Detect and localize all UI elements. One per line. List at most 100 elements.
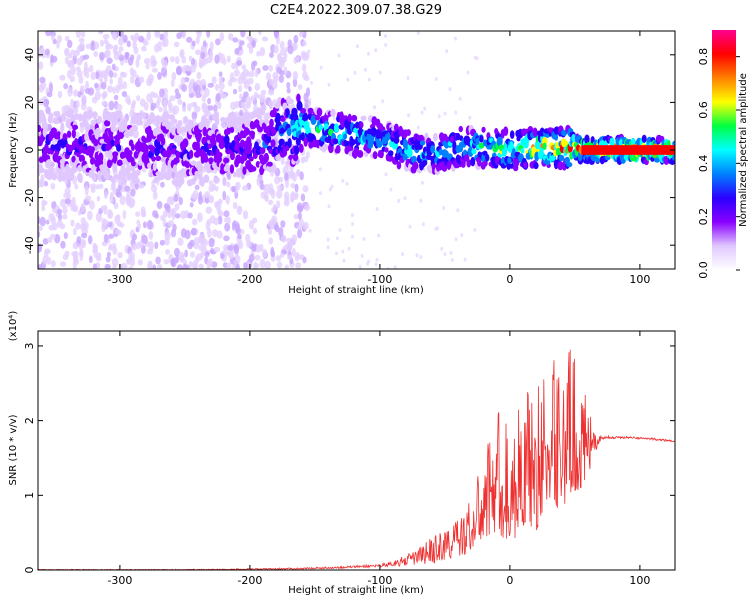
spectrogram-noise-point: [277, 176, 284, 183]
spectrogram-noise-point: [264, 260, 271, 269]
spectrogram-noise-point: [137, 223, 142, 229]
spectrogram-noise-point: [226, 250, 231, 257]
spectrogram-noise-point: [146, 219, 154, 230]
spectrogram-noise-point: [377, 233, 381, 238]
spectrogram-cell: [202, 126, 208, 137]
spectrogram-noise-point: [222, 58, 227, 66]
spectrogram-cell: [270, 126, 277, 136]
spectrogram-noise-point: [238, 44, 243, 51]
spectrogram-noise-point: [375, 207, 379, 212]
spectrogram-noise-point: [59, 74, 66, 81]
spectrogram-noise-point: [162, 59, 168, 69]
spectrogram-noise-point: [70, 98, 75, 108]
spectrogram-cell: [112, 165, 118, 173]
spectrogram-cell: [111, 118, 117, 128]
spectrogram-noise-point: [393, 264, 397, 269]
spectrogram-noise-point: [191, 40, 196, 47]
spectrogram-noise-point: [275, 255, 282, 262]
spectrogram-noise-point: [234, 190, 239, 199]
spectrogram-cell: [152, 162, 157, 172]
spectrogram-noise-point: [307, 49, 311, 54]
spectrogram-cell: [248, 156, 254, 162]
spectrogram-cell: [131, 124, 138, 132]
spectrogram-cell: [110, 176, 116, 183]
spectrogram-noise-point: [276, 184, 283, 191]
spectrogram-cell: [300, 107, 307, 114]
spectrogram-noise-point: [295, 56, 300, 62]
spectrogram-noise-point: [341, 178, 345, 183]
spectrogram-noise-point: [118, 31, 124, 38]
spectrogram-noise-point: [126, 258, 130, 264]
spectrogram-noise-point: [170, 258, 177, 268]
spectrogram-noise-point: [194, 184, 200, 191]
spectrogram-noise-point: [278, 227, 284, 237]
spectrogram-noise-point: [171, 210, 176, 221]
spectrogram-noise-point: [241, 95, 247, 103]
spectrogram-ridge-cell: [660, 145, 663, 155]
spectrogram-noise-point: [230, 77, 238, 83]
spectrogram-noise-point: [295, 252, 300, 259]
spectrogram-noise-point: [442, 205, 446, 210]
spectrogram-noise-point: [181, 31, 187, 39]
spectrogram-noise-point: [326, 245, 330, 250]
spectrogram-ridge-cell: [613, 145, 617, 155]
spectrogram-noise-point: [287, 45, 294, 55]
snr-panel: -300 -200 -100 0 100 0 1 2 3 Height of straight …: [8, 311, 676, 596]
spectrogram-ridge-cell: [649, 145, 652, 155]
spectrogram-noise-point: [205, 206, 213, 214]
spectrogram-noise-point: [269, 51, 274, 59]
spectrogram-noise-point: [232, 201, 238, 210]
spectrogram-cell: [335, 144, 341, 154]
spectrogram-cell: [384, 147, 389, 153]
spectrogram-noise-point: [190, 101, 197, 108]
spectrogram-cell: [179, 176, 185, 185]
spectrogram-noise-point: [213, 217, 220, 226]
spectrogram-noise-point: [163, 31, 169, 39]
spectrogram-noise-point: [248, 254, 255, 262]
spectrogram-noise-point: [74, 184, 79, 190]
spectrogram-cell: [296, 101, 303, 111]
spectrogram-noise-point: [308, 97, 312, 102]
spectrogram-cell: [150, 113, 155, 121]
spectrogram-noise-point: [78, 37, 85, 43]
spectrogram-noise-point: [112, 246, 118, 255]
spectrogram-noise-point: [89, 64, 94, 73]
spectrogram-noise-point: [112, 86, 116, 95]
spectrogram-noise-point: [300, 156, 305, 164]
spectrogram-noise-point: [50, 260, 56, 268]
spectrogram-cell: [116, 159, 124, 166]
spectrogram-cell: [151, 156, 156, 162]
spectrogram-ridge-cell: [664, 145, 667, 155]
spectrogram-cell: [566, 162, 573, 168]
spectrogram-noise-point: [126, 40, 131, 48]
spectrogram-cell: [71, 155, 76, 163]
spectrogram-noise-point: [98, 183, 104, 190]
spectrogram-noise-point: [38, 244, 42, 251]
spectrogram-noise-point: [268, 237, 274, 245]
spectrogram-noise-point: [221, 93, 227, 99]
spectrogram-noise-point: [434, 77, 438, 82]
spectrogram-noise-point: [60, 240, 66, 249]
spectrogram-ridge-cell: [634, 145, 637, 155]
spectrogram-ridge-cell: [604, 145, 607, 155]
spectrogram-noise-point: [259, 258, 266, 269]
spectrogram-cell: [280, 116, 286, 122]
spectrogram-noise-point: [338, 227, 342, 232]
spectrogram-cell: [270, 139, 276, 148]
spectrogram-noise-point: [94, 82, 99, 89]
spectrogram-noise-point: [39, 180, 44, 188]
spectrogram-ridge-cell: [654, 145, 657, 155]
spectrogram-noise-point: [416, 31, 420, 36]
spectrogram-noise-point: [92, 263, 97, 269]
spectrogram-noise-point: [284, 178, 289, 189]
spectrogram-noise-point: [151, 67, 159, 73]
spectrogram-noise-point: [174, 203, 180, 211]
spectrogram-noise-point: [161, 99, 168, 106]
snr-y-tick-label: 0: [23, 567, 36, 574]
spectrogram-noise-point: [301, 63, 307, 72]
spectrogram-noise-point: [72, 206, 78, 213]
spectrogram-cell: [278, 138, 285, 146]
spectrogram-noise-point: [102, 219, 109, 227]
spectrogram-noise-point: [77, 210, 82, 216]
spectrogram-noise-point: [143, 101, 149, 111]
